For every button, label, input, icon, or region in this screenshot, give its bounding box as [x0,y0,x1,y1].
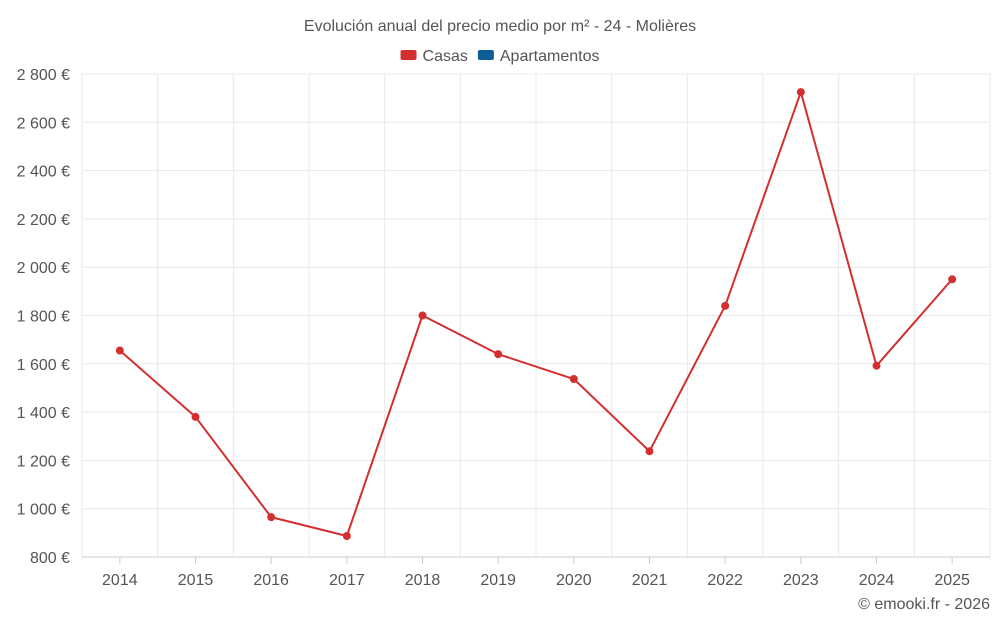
legend-label: Apartamentos [500,48,600,65]
y-tick-label: 2 800 € [17,67,70,84]
data-point[interactable] [721,301,730,310]
y-tick-label: 2 600 € [17,115,70,132]
x-tick-label: 2023 [783,572,819,589]
data-point[interactable] [115,346,124,355]
y-tick-label: 1 600 € [17,357,70,374]
data-point[interactable] [267,513,276,522]
x-tick-label: 2015 [178,572,214,589]
data-point[interactable] [191,412,200,421]
x-tick-label: 2017 [329,572,365,589]
x-tick-label: 2021 [632,572,668,589]
legend-swatch [477,50,494,60]
x-tick-label: 2018 [405,572,441,589]
legend-item-apartamentos[interactable]: Apartamentos [477,48,600,65]
grid [81,73,991,558]
y-tick-label: 800 € [30,550,70,567]
chart-title: Evolución anual del precio medio por m² … [304,18,696,35]
data-point[interactable] [569,375,578,384]
legend-label: Casas [423,48,468,65]
y-tick-label: 2 000 € [17,260,70,277]
y-tick-label: 1 200 € [17,453,70,470]
y-tick-label: 1 400 € [17,405,70,422]
legend[interactable]: Casas Apartamentos [400,48,600,65]
y-tick-label: 2 400 € [17,164,70,181]
x-tick-label: 2025 [934,572,970,589]
x-axis: 2014 2015 2016 2017 2018 2019 2020 2021 2022 2023… [102,557,970,589]
y-axis: 800 € 1 000 € 1 200 € 1 400 € 1 600 € 1 800 €… [17,67,70,567]
data-point[interactable] [494,350,503,359]
legend-item-casas[interactable]: Casas [400,48,468,65]
data-point[interactable] [796,88,805,97]
x-tick-label: 2014 [102,572,138,589]
y-tick-label: 1 800 € [17,309,70,326]
data-point[interactable] [418,311,427,320]
x-tick-label: 2020 [556,572,592,589]
credit-text: © emooki.fr - 2026 [858,596,990,613]
series-line-casas [119,91,953,537]
x-tick-label: 2016 [253,572,289,589]
data-point[interactable] [948,275,957,284]
x-tick-label: 2022 [707,572,743,589]
data-point[interactable] [872,361,881,370]
y-tick-label: 1 000 € [17,502,70,519]
plot-area [115,88,957,540]
legend-swatch [400,50,417,60]
data-point[interactable] [342,531,351,540]
y-tick-label: 2 200 € [17,212,70,229]
x-tick-label: 2024 [859,572,895,589]
data-point[interactable] [645,447,654,456]
x-tick-label: 2019 [480,572,516,589]
